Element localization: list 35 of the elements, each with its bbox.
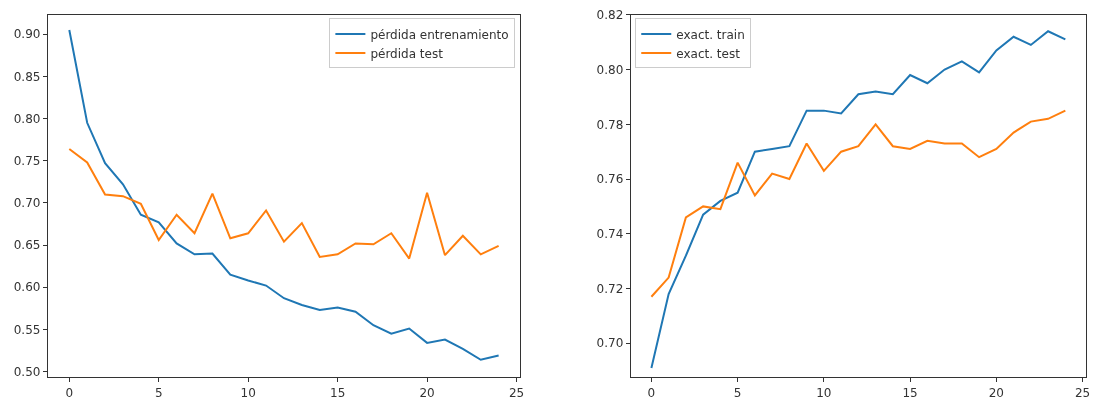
x-tick-label: 0 (65, 385, 74, 400)
x-tick-label: 20 (419, 385, 435, 400)
x-tick-label: 15 (329, 385, 346, 400)
legend-label: pérdida test (370, 46, 444, 61)
y-tick-label: 0.82 (596, 8, 624, 23)
y-tick-label: 0.80 (13, 111, 41, 126)
line-series (650, 109, 1067, 298)
y-tick-label: 0.70 (596, 336, 624, 351)
y-tick-label: 0.70 (13, 196, 41, 211)
y-tick-label: 0.85 (13, 69, 41, 84)
y-tick-label: 0.55 (13, 322, 41, 337)
y-tick-label: 0.74 (596, 226, 624, 241)
legend-label: exact. test (676, 46, 741, 61)
line-series (68, 147, 500, 260)
x-tick-label: 20 (988, 385, 1004, 400)
y-tick-label: 0.72 (596, 281, 624, 296)
legend-label: pérdida entrenamiento (370, 27, 509, 42)
x-tick-label: 15 (902, 385, 918, 400)
y-tick-label: 0.50 (13, 364, 41, 379)
y-tick-label: 0.76 (596, 172, 624, 187)
y-tick-label: 0.80 (596, 62, 624, 77)
legend-label: exact. train (676, 27, 745, 42)
y-tick-label: 0.90 (13, 27, 41, 42)
x-tick-label: 0 (647, 385, 656, 400)
x-tick-label: 25 (1074, 385, 1091, 400)
x-tick-label: 5 (733, 385, 742, 400)
y-tick-label: 0.78 (596, 117, 624, 132)
line-series (650, 30, 1067, 369)
x-tick-label: 10 (240, 385, 256, 400)
x-tick-label: 5 (154, 385, 163, 400)
y-tick-label: 0.60 (13, 280, 41, 295)
y-tick-label: 0.65 (13, 238, 41, 253)
x-tick-label: 10 (816, 385, 832, 400)
y-tick-label: 0.75 (13, 153, 41, 168)
x-tick-label: 25 (508, 385, 525, 400)
